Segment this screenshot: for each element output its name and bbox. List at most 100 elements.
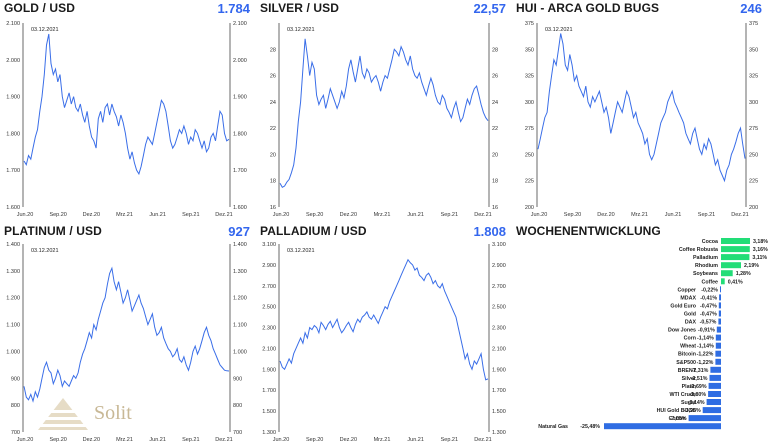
bar xyxy=(718,302,721,309)
bar xyxy=(688,415,721,422)
y-tick-label: 1.700 xyxy=(262,388,276,394)
bar-category-label: Palladium xyxy=(693,255,718,261)
y-tick-label: 20 xyxy=(270,152,276,158)
x-tick-label: Jun.20 xyxy=(273,212,290,218)
x-tick-label: Sep.21 xyxy=(182,437,199,443)
bar-category-label: Bitcoin xyxy=(678,352,696,358)
bar-category-label: Dow Jones xyxy=(668,328,696,334)
y-tick-label-right: 200 xyxy=(749,205,758,211)
bar xyxy=(721,238,750,244)
brand-name: Solit xyxy=(94,402,132,424)
y-tick-label: 800 xyxy=(11,403,20,409)
y-tick-label-right: 2.100 xyxy=(233,21,247,27)
y-tick-label: 1.000 xyxy=(6,349,20,355)
bar-category-label: Gold xyxy=(684,312,696,318)
y-tick-label: 1.300 xyxy=(6,269,20,275)
bar-value-label: -2,31% xyxy=(692,368,709,374)
bar xyxy=(706,399,721,405)
y-tick-label: 2.300 xyxy=(262,326,276,332)
x-tick-label: Jun.21 xyxy=(149,437,166,443)
bar-category-label: MDAX xyxy=(680,295,696,301)
bar xyxy=(710,366,721,373)
bar-value-label: -0,47% xyxy=(700,303,717,309)
y-tick-label-right: 1.200 xyxy=(233,296,247,302)
bar-value-label: -2,80% xyxy=(689,392,706,398)
series-line xyxy=(23,33,230,176)
bar-category-label: S&P500 xyxy=(676,360,696,366)
y-tick-label: 1.500 xyxy=(262,409,276,415)
x-tick-label: Jun.20 xyxy=(17,437,34,443)
hui-panel: HUI - ARCA GOLD BUGS 246 200 200 225 225 250… xyxy=(512,0,768,223)
palladium-title: PALLADIUM / USD xyxy=(260,224,367,238)
weekly-bar-chart: Cocoa 3,18% Coffee Robusta 3,16% Palladium 3,… xyxy=(538,238,768,430)
hui-value: 246 xyxy=(740,1,762,16)
series-line xyxy=(537,33,746,183)
x-tick-label: Dez.20 xyxy=(340,437,357,443)
bar-value-label: -1,22% xyxy=(697,352,714,358)
x-tick-label: Jun.20 xyxy=(531,212,548,218)
y-tick-label-right: 900 xyxy=(233,376,242,382)
gold-value: 1.784 xyxy=(217,1,250,16)
x-tick-label: Sep.20 xyxy=(49,212,66,218)
x-tick-label: Jun.20 xyxy=(273,437,290,443)
y-tick-label-right: 225 xyxy=(749,179,758,185)
y-tick-label-right: 1.900 xyxy=(492,367,506,373)
y-tick-label: 1.100 xyxy=(6,323,20,329)
y-tick-label-right: 2.500 xyxy=(492,305,506,311)
bar xyxy=(709,374,721,381)
y-tick-label-right: 1.500 xyxy=(492,409,506,415)
platinum-title: PLATINUM / USD xyxy=(4,224,102,238)
bar-value-label: -1,22% xyxy=(697,360,714,366)
y-tick-label: 1.700 xyxy=(6,168,20,174)
date-label: 03.12.2021 xyxy=(31,27,59,33)
silver-panel: SILVER / USD 22,57 16 16 18 18 20 20 22 22 24 24 2… xyxy=(256,0,512,223)
palladium-chart: 1.300 1.300 1.500 1.500 1.700 1.700 1.900 1.900… xyxy=(262,242,506,443)
x-tick-label: Jun.21 xyxy=(665,212,682,218)
bar-value-label: -7,05% xyxy=(670,416,687,422)
y-tick-label: 22 xyxy=(270,126,276,132)
y-tick-label-right: 28 xyxy=(492,47,498,53)
bar xyxy=(719,294,721,301)
y-tick-label: 2.900 xyxy=(262,263,276,269)
y-tick-label-right: 300 xyxy=(749,100,758,106)
x-tick-label: Dez.20 xyxy=(597,212,614,218)
bar-category-label: Gold Euro xyxy=(670,303,696,309)
y-tick-label-right: 375 xyxy=(749,21,758,27)
x-tick-label: Dez.21 xyxy=(215,437,232,443)
x-tick-label: Dez.20 xyxy=(340,212,357,218)
platinum-panel: PLATINUM / USD 927 700 700 800 800 900 900 1.0… xyxy=(0,223,256,446)
series-line xyxy=(279,258,489,381)
bar-value-label: -0,91% xyxy=(698,328,715,334)
y-tick-label-right: 22 xyxy=(492,126,498,132)
bar-value-label: -3,14% xyxy=(688,400,705,406)
y-tick-label-right: 1.700 xyxy=(233,168,247,174)
y-tick-label: 26 xyxy=(270,74,276,80)
bar-category-label: DAX xyxy=(685,320,697,326)
y-tick-label-right: 2.100 xyxy=(492,346,506,352)
bar xyxy=(718,318,721,325)
y-tick-label-right: 16 xyxy=(492,205,498,211)
x-tick-label: Mrz.21 xyxy=(116,212,133,218)
x-tick-label: Sep.21 xyxy=(441,437,458,443)
bar-value-label: 1,28% xyxy=(736,271,751,277)
pyramid-icon xyxy=(38,398,88,430)
x-tick-label: Jun.21 xyxy=(407,212,424,218)
bar xyxy=(702,407,721,414)
palladium-panel: PALLADIUM / USD 1.808 1.300 1.300 1.500 1.5… xyxy=(256,223,512,446)
bar xyxy=(716,326,721,333)
x-tick-label: Dez.21 xyxy=(215,212,232,218)
y-tick-label: 200 xyxy=(525,205,534,211)
bar xyxy=(708,382,721,389)
hui-title: HUI - ARCA GOLD BUGS xyxy=(516,1,660,15)
y-tick-label: 1.600 xyxy=(6,205,20,211)
y-tick-label-right: 2.900 xyxy=(492,263,506,269)
x-tick-label: Sep.21 xyxy=(698,212,715,218)
gold-panel: GOLD / USD 1.784 1.600 1.600 1.700 1.700 1.8… xyxy=(0,0,256,223)
x-tick-label: Jun.20 xyxy=(17,212,34,218)
palladium-value: 1.808 xyxy=(473,224,506,239)
bar-value-label: -0,57% xyxy=(700,320,717,326)
y-tick-label-right: 1.900 xyxy=(233,95,247,101)
y-tick-label-right: 24 xyxy=(492,100,498,106)
bar xyxy=(721,254,750,261)
silver-chart: 16 16 18 18 20 20 22 22 24 24 26 26 28 28 Jun.20 Sep.20… xyxy=(270,23,498,218)
